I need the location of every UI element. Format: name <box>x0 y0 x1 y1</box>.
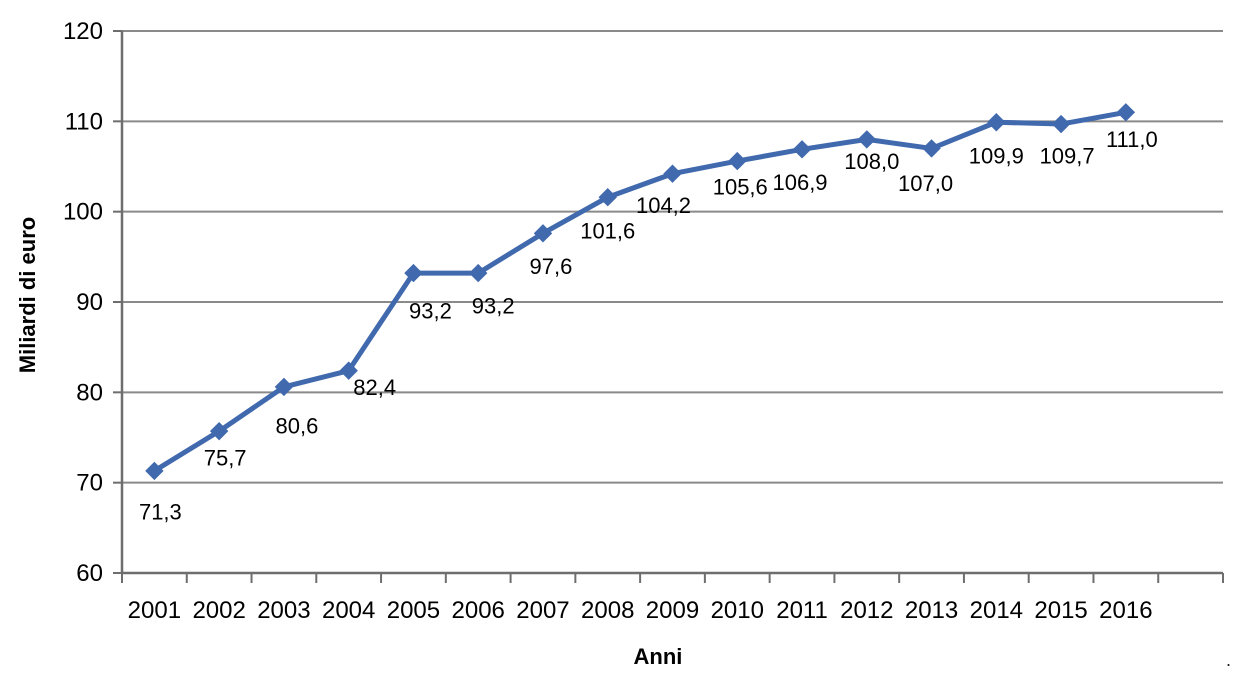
series-line <box>151 109 1129 474</box>
marker-diamond <box>922 139 941 158</box>
marker-diamond <box>598 188 617 207</box>
data-label: 109,7 <box>1040 144 1095 169</box>
marker-diamond <box>1051 114 1071 134</box>
x-tick-label: 2009 <box>646 597 699 624</box>
x-tick-label: 2010 <box>711 597 764 624</box>
marker-diamond <box>857 130 877 149</box>
data-label: 82,4 <box>353 375 396 400</box>
x-tick-label: 2004 <box>322 597 375 624</box>
marker-diamond <box>145 461 164 481</box>
data-label: 80,6 <box>275 413 318 438</box>
x-tick-label: 2002 <box>192 597 245 624</box>
stray-period: . <box>1226 650 1232 670</box>
data-label: 93,2 <box>472 294 515 319</box>
y-tick-label: 70 <box>76 470 103 497</box>
y-tick-label: 120 <box>63 18 103 45</box>
marker-diamond <box>792 140 812 159</box>
marker-diamond <box>663 164 682 183</box>
marker-diamond <box>987 113 1006 132</box>
data-label: 104,2 <box>636 193 691 218</box>
y-tick-label: 90 <box>76 289 103 316</box>
marker-diamond <box>468 263 488 283</box>
y-tick-label: 80 <box>76 379 103 406</box>
y-tick-label: 100 <box>63 199 103 226</box>
x-tick-label: 2008 <box>581 597 634 624</box>
x-tick-label: 2015 <box>1034 597 1087 624</box>
data-label: 93,2 <box>409 299 452 324</box>
marker-diamond <box>728 151 747 171</box>
data-label: 108,0 <box>844 149 899 174</box>
data-label: 106,9 <box>772 170 827 195</box>
marker-diamond <box>533 224 553 243</box>
y-tick-label: 110 <box>65 108 103 135</box>
marker-diamond <box>339 361 358 380</box>
x-axis-title: Anni <box>633 644 683 669</box>
data-label: 109,9 <box>969 144 1024 169</box>
y-tick-label: 60 <box>76 560 103 587</box>
data-label: 105,6 <box>713 175 768 200</box>
x-tick-label: 2014 <box>970 597 1023 624</box>
x-tick-label: 2013 <box>905 597 958 624</box>
data-label: 111,0 <box>1106 127 1158 152</box>
data-label: 97,6 <box>530 254 573 279</box>
data-label: 101,6 <box>580 219 635 244</box>
data-label: 75,7 <box>204 446 247 471</box>
x-tick-label: 2001 <box>128 597 181 624</box>
x-tick-label: 2006 <box>452 597 505 624</box>
marker-diamond <box>404 263 423 283</box>
marker-diamond <box>209 421 229 441</box>
marker-diamond <box>274 377 294 397</box>
marker-diamond <box>1116 103 1136 122</box>
data-label: 71,3 <box>139 499 182 524</box>
x-tick-label: 2003 <box>257 597 310 624</box>
x-tick-label: 2005 <box>387 597 440 624</box>
x-tick-label: 2007 <box>516 597 569 624</box>
x-tick-label: 2012 <box>840 597 893 624</box>
x-tick-label: 2011 <box>776 597 828 624</box>
data-label: 107,0 <box>898 171 953 196</box>
y-axis-title: Miliardi di euro <box>15 216 40 374</box>
x-tick-label: 2016 <box>1099 597 1152 624</box>
